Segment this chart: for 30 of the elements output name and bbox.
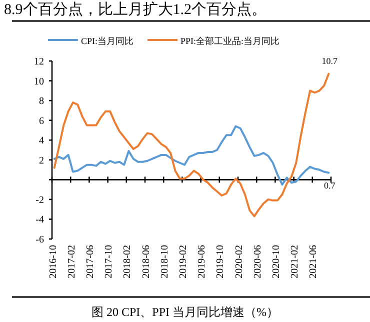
y-tick-label: 2 xyxy=(39,155,44,166)
x-tick-label: 2018-06 xyxy=(140,245,152,278)
x-tick-label: 2019-02 xyxy=(178,245,190,278)
y-tick-label: -6 xyxy=(36,234,44,246)
x-tick-label: 2019-06 xyxy=(196,245,208,278)
x-tick-label: 2021-02 xyxy=(290,245,301,278)
x-tick-label: 2018-02 xyxy=(122,245,134,278)
x-tick-label: 2016-10 xyxy=(48,245,59,278)
text: 图 20 CPI、PPI 当月同比增速（%） xyxy=(91,305,279,319)
x-tick-label: 2017-10 xyxy=(104,245,115,278)
y-tick-label: 4 xyxy=(39,136,44,147)
y-tick-label: -2 xyxy=(36,194,44,206)
y-tick-label: -4 xyxy=(36,214,44,226)
x-tick-label: 2021-06 xyxy=(308,245,320,278)
x-tick-label: 2017-02 xyxy=(66,245,78,278)
legend-label: PPI:全部工业品:当月同比 xyxy=(180,36,280,46)
x-tick-label: 2020-06 xyxy=(252,245,264,278)
x-tick-label: 2020-02 xyxy=(234,245,245,278)
x-tick-label: 2018-10 xyxy=(159,245,170,278)
x-tick-label: 2017-06 xyxy=(85,245,96,278)
text: 8.9个百分点，比上月扩大1.2个百分点。 xyxy=(4,1,266,18)
y-tick-label: 12 xyxy=(34,56,44,68)
legend-label: CPI:当月同比 xyxy=(81,36,134,46)
x-tick-label: 2020-10 xyxy=(271,245,282,278)
annotation: 10.7 xyxy=(322,56,338,66)
y-tick-label: 10 xyxy=(34,76,44,88)
x-tick-label: 2019-10 xyxy=(215,245,226,278)
annotation: 0.7 xyxy=(324,180,336,191)
y-tick-label: 8 xyxy=(39,96,44,108)
y-tick-label: 6 xyxy=(39,116,44,127)
